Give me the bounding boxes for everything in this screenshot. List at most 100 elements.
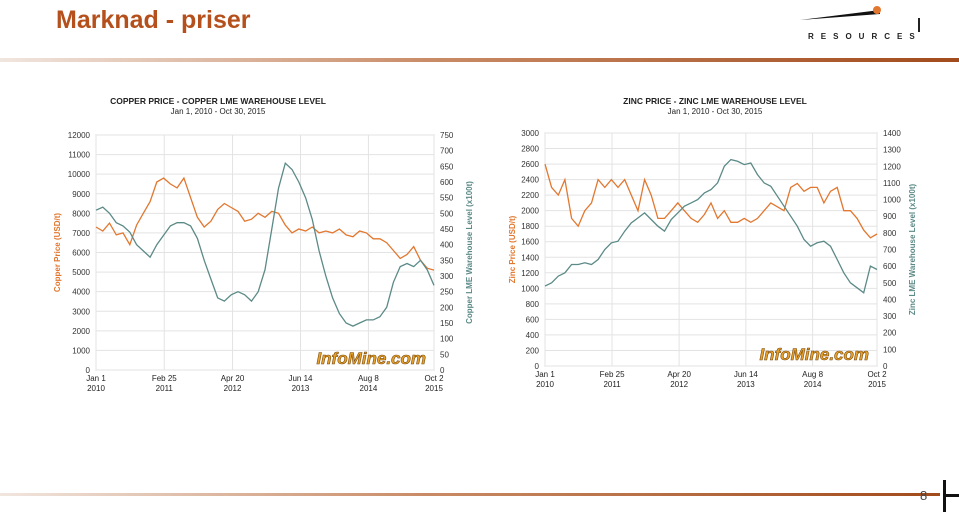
y-tick-label: 5000	[72, 268, 90, 277]
y2-tick-label: 150	[440, 319, 454, 328]
x-tick-year: 2010	[536, 380, 554, 389]
y-tick-label: 1600	[521, 238, 539, 247]
x-tick-year: 2013	[292, 384, 310, 393]
y-tick-label: 400	[526, 331, 540, 340]
y-tick-label: 2600	[521, 160, 539, 169]
y2-tick-label: 800	[883, 229, 897, 238]
x-tick-label: Jan 1	[535, 370, 555, 379]
x-tick-year: 2011	[156, 384, 174, 393]
y2-tick-label: 1200	[883, 162, 901, 171]
x-tick-year: 2013	[737, 380, 755, 389]
y-tick-label: 12000	[68, 131, 91, 140]
y2-tick-label: 400	[440, 241, 454, 250]
chart-subtitle: Jan 1, 2010 - Oct 30, 2015	[668, 107, 763, 116]
x-tick-year: 2012	[224, 384, 242, 393]
y2-tick-label: 600	[883, 262, 897, 271]
series-line-warehouse	[95, 161, 435, 327]
y2-tick-label: 250	[440, 288, 454, 297]
y2-tick-label: 550	[440, 194, 454, 203]
y-tick-label: 1400	[521, 253, 539, 262]
y2-tick-label: 1100	[883, 179, 901, 188]
y-tick-label: 2800	[521, 145, 539, 154]
x-tick-year: 2014	[804, 380, 822, 389]
page-number: 8	[920, 488, 928, 503]
series-line-price	[544, 163, 878, 239]
y2-tick-label: 700	[883, 246, 897, 255]
y2-tick-label: 100	[883, 345, 897, 354]
y-tick-label: 800	[526, 300, 540, 309]
series-line-warehouse	[544, 158, 878, 294]
x-tick-year: 2011	[603, 380, 621, 389]
y2-tick-label: 700	[440, 147, 454, 156]
y-tick-label: 1800	[521, 222, 539, 231]
x-tick-year: 2015	[868, 380, 886, 389]
y-tick-label: 6000	[72, 249, 90, 258]
y2-tick-label: 750	[440, 131, 454, 140]
y-tick-label: 1000	[521, 284, 539, 293]
chart-subtitle: Jan 1, 2010 - Oct 30, 2015	[171, 107, 266, 116]
y-tick-label: 2400	[521, 176, 539, 185]
x-tick-label: Feb 25	[600, 370, 625, 379]
y-tick-label: 3000	[72, 307, 90, 316]
y-tick-label: 600	[526, 315, 540, 324]
y-tick-label: 0	[535, 362, 540, 371]
x-tick-label: Apr 20	[221, 374, 245, 383]
watermark: InfoMine.com	[759, 345, 869, 364]
x-tick-label: Jan 1	[86, 374, 106, 383]
y2-tick-label: 0	[440, 366, 445, 375]
watermark: InfoMine.com	[316, 349, 426, 368]
y2-tick-label: 350	[440, 256, 454, 265]
y-tick-label: 2000	[521, 207, 539, 216]
y-axis-label: Copper Price (USD/t)	[53, 213, 62, 292]
zinc-chart: ZINC PRICE - ZINC LME WAREHOUSE LEVELJan…	[508, 96, 917, 389]
y2-tick-label: 1300	[883, 146, 901, 155]
x-tick-year: 2010	[87, 384, 105, 393]
x-tick-label: Oct 2	[867, 370, 887, 379]
logo-text: RESOURCES	[808, 32, 922, 41]
y2-tick-label: 300	[883, 312, 897, 321]
chart-title: ZINC PRICE - ZINC LME WAREHOUSE LEVEL	[623, 96, 807, 106]
y-tick-label: 0	[86, 366, 91, 375]
y2-tick-label: 0	[883, 362, 888, 371]
y-tick-label: 7000	[72, 229, 90, 238]
y-tick-label: 2200	[521, 191, 539, 200]
y2-tick-label: 200	[883, 329, 897, 338]
y2-tick-label: 900	[883, 212, 897, 221]
x-tick-year: 2012	[670, 380, 688, 389]
y2-tick-label: 100	[440, 335, 454, 344]
y2-tick-label: 300	[440, 272, 454, 281]
x-tick-label: Apr 20	[667, 370, 691, 379]
y2-tick-label: 450	[440, 225, 454, 234]
y-tick-label: 4000	[72, 288, 90, 297]
y2-tick-label: 500	[883, 279, 897, 288]
copper-chart: COPPER PRICE - COPPER LME WAREHOUSE LEVE…	[53, 96, 474, 393]
y-tick-label: 1000	[72, 346, 90, 355]
y2-tick-label: 600	[440, 178, 454, 187]
company-logo	[800, 6, 920, 32]
y-tick-label: 8000	[72, 209, 90, 218]
x-tick-label: Jun 14	[734, 370, 759, 379]
y-tick-label: 2000	[72, 327, 90, 336]
top-divider	[0, 58, 959, 62]
y-tick-label: 3000	[521, 129, 539, 138]
y2-tick-label: 200	[440, 303, 454, 312]
y2-axis-label: Zinc LME Warehouse Level (x100t)	[908, 184, 917, 316]
series-line-price	[95, 176, 435, 271]
y2-tick-label: 400	[883, 295, 897, 304]
x-tick-label: Oct 2	[424, 374, 444, 383]
y2-tick-label: 650	[440, 162, 454, 171]
x-tick-year: 2014	[360, 384, 378, 393]
y-tick-label: 10000	[68, 170, 91, 179]
y-tick-label: 11000	[68, 151, 90, 160]
y2-axis-label: Copper LME Warehouse Level (x100t)	[465, 181, 474, 324]
y2-tick-label: 1400	[883, 129, 901, 138]
x-tick-label: Jun 14	[288, 374, 313, 383]
plot-area	[544, 132, 878, 367]
end-mark-icon	[943, 480, 959, 512]
y-tick-label: 9000	[72, 190, 90, 199]
y-tick-label: 1200	[521, 269, 539, 278]
x-tick-year: 2015	[425, 384, 443, 393]
x-tick-label: Aug 8	[358, 374, 379, 383]
y2-tick-label: 50	[440, 350, 449, 359]
x-tick-label: Feb 25	[152, 374, 177, 383]
